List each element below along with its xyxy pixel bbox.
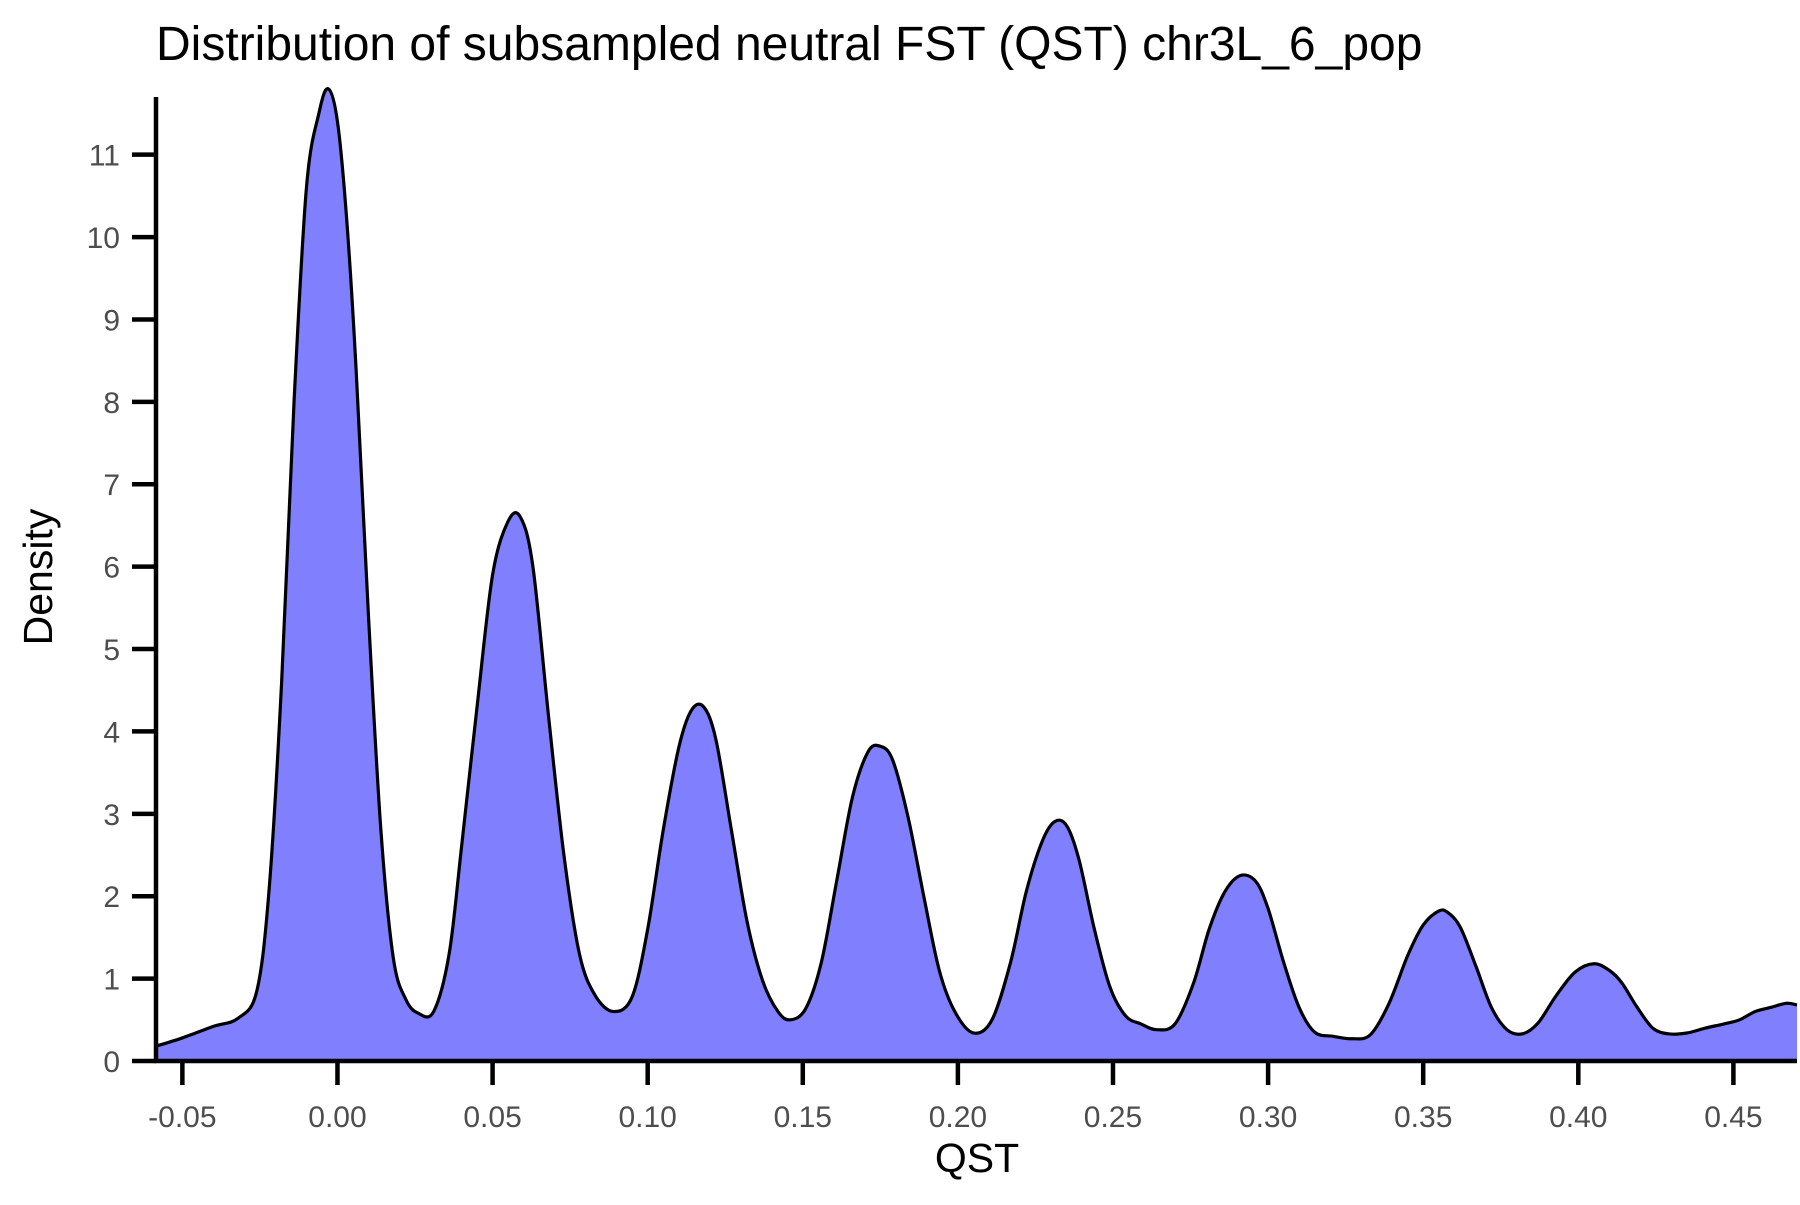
- x-tick-label: -0.05: [148, 1101, 216, 1134]
- y-tick-label: 0: [103, 1046, 120, 1079]
- y-tick-label: 8: [103, 387, 120, 420]
- plot-area: [155, 87, 1798, 1061]
- y-tick-label: 5: [103, 634, 120, 667]
- x-tick-label: 0.05: [463, 1101, 521, 1134]
- x-tick-label: 0.40: [1549, 1101, 1607, 1134]
- y-tick-label: 9: [103, 304, 120, 337]
- y-tick-label: 7: [103, 469, 120, 502]
- x-axis-title: QST: [935, 1135, 1019, 1181]
- x-tick-label: 0.15: [774, 1101, 832, 1134]
- density-area: [156, 88, 1797, 1061]
- y-axis-ticks: 0 1 2 3 4 5 6 7 8 9 10 11: [87, 140, 156, 1079]
- x-tick-label: 0.45: [1704, 1101, 1762, 1134]
- x-tick-label: 0.35: [1394, 1101, 1452, 1134]
- y-axis-title: Density: [15, 508, 61, 645]
- density-line: [155, 87, 1798, 1048]
- x-tick-label: 0.00: [308, 1101, 366, 1134]
- y-tick-label: 6: [103, 552, 120, 585]
- x-axis-ticks: -0.05 0.00 0.05 0.10 0.15 0.20 0.25 0.30 0.35 0.4…: [148, 1061, 1763, 1134]
- y-tick-label: 1: [103, 964, 120, 997]
- chart-title: Distribution of subsampled neutral FST (…: [156, 18, 1422, 71]
- x-tick-label: 0.30: [1239, 1101, 1297, 1134]
- x-tick-label: 0.25: [1084, 1101, 1142, 1134]
- y-tick-label: 2: [103, 881, 120, 914]
- y-tick-label: 11: [89, 140, 120, 173]
- y-tick-label: 10: [87, 222, 120, 255]
- y-tick-label: 4: [103, 716, 120, 749]
- x-tick-label: 0.20: [929, 1101, 987, 1134]
- y-tick-label: 3: [103, 799, 120, 832]
- x-tick-label: 0.10: [618, 1101, 676, 1134]
